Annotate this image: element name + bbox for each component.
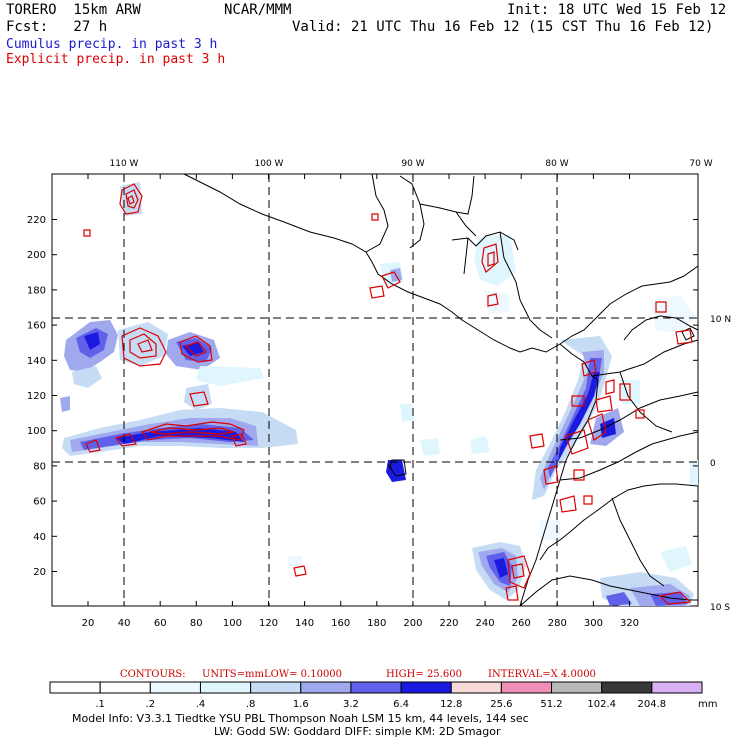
- forecast-hour: Fcst: 27 h: [6, 19, 108, 35]
- legend-explicit: Explicit precip. in past 3 h: [6, 52, 226, 67]
- x-tick-label: 220: [439, 618, 458, 629]
- lon-label: 100 W: [255, 159, 284, 169]
- x-tick-label: 120: [259, 618, 278, 629]
- x-tick-label: 60: [154, 618, 167, 629]
- valid-time: Valid: 21 UTC Thu 16 Feb 12 (15 CST Thu …: [292, 19, 714, 35]
- colorbar-segment: [551, 681, 603, 694]
- colorbar-label: 25.6: [490, 699, 512, 710]
- lon-label: 80 W: [545, 159, 568, 169]
- colorbar-label: 51.2: [540, 699, 562, 710]
- colorbar-segment: [601, 681, 653, 694]
- legend-cumulus: Cumulus precip. in past 3 h: [6, 37, 218, 52]
- colorbar-segment: [651, 681, 703, 694]
- colorbar-segment: [500, 681, 553, 694]
- x-tick-label: 20: [82, 618, 95, 629]
- x-tick-label: 200: [403, 618, 422, 629]
- colorbar-segment: [300, 681, 352, 694]
- colorbar-label: 204.8: [638, 699, 667, 710]
- x-tick-label: 280: [548, 618, 567, 629]
- colorbar-label: .1: [95, 699, 105, 710]
- contours-low: LOW= 0.10000: [264, 669, 342, 680]
- model-title: TORERO 15km ARW: [6, 2, 141, 18]
- y-tick-label: 200: [27, 250, 46, 261]
- lon-label: 110 W: [110, 159, 139, 169]
- colorbar-label: 12.8: [440, 699, 462, 710]
- y-tick-label: 140: [27, 356, 46, 367]
- x-tick-labels: 20 40 60 80 100 120 140 160 180 200 220 240 260 280 30…: [82, 174, 639, 629]
- x-tick-label: 100: [223, 618, 242, 629]
- x-tick-label: 40: [118, 618, 131, 629]
- y-tick-label: 180: [27, 285, 46, 296]
- colorbar-unit: mm: [698, 699, 717, 710]
- colorbar-segment: [400, 681, 452, 694]
- coastlines: [183, 173, 699, 607]
- colorbar-segment: [199, 681, 252, 694]
- contours-info: CONTOURS: UNITS=mm LOW= 0.10000 HIGH= 25…: [120, 669, 596, 680]
- colorbar-segment: [450, 681, 502, 694]
- y-tick-label: 40: [33, 532, 46, 543]
- x-tick-label: 320: [620, 618, 639, 629]
- lon-labels: 110 W 100 W 90 W 80 W 70 W: [110, 159, 713, 169]
- lat-labels: 10 N 0 10 S: [710, 315, 731, 613]
- x-tick-label: 240: [476, 618, 495, 629]
- colorbar-label: 6.4: [393, 699, 409, 710]
- colorbar-label: 3.2: [343, 699, 359, 710]
- x-tick-label: 80: [190, 618, 203, 629]
- lon-label: 70 W: [689, 159, 712, 169]
- footer-model-info: Model Info: V3.3.1 Tiedtke YSU PBL Thomp…: [72, 712, 529, 725]
- lat-label: 10 N: [710, 315, 731, 325]
- y-tick-labels: 20 40 60 80 100 120 140 160 180 200 220: [27, 215, 698, 578]
- x-tick-label: 180: [367, 618, 386, 629]
- footer-physics: LW: Godd SW: Goddard DIFF: simple KM: 2D…: [214, 725, 501, 738]
- colorbar-segment: [99, 681, 151, 694]
- x-tick-label: 140: [295, 618, 314, 629]
- y-tick-label: 80: [33, 461, 46, 472]
- colorbar-label: 102.4: [587, 699, 616, 710]
- colorbar-segment: [250, 681, 302, 694]
- colorbar-label: .2: [146, 699, 156, 710]
- x-tick-label: 300: [584, 618, 603, 629]
- contours-units: UNITS=mm: [202, 669, 265, 680]
- contours-interval: INTERVAL=X 4.0000: [488, 669, 596, 680]
- lat-label: 10 S: [710, 603, 730, 613]
- colorbar-labels: .1 .2 .4 .8 1.6 3.2 6.4 12.8 25.6 51.2 102.4 204.8: [95, 699, 666, 710]
- organization: NCAR/MMM: [224, 2, 292, 18]
- latlon-grid: [52, 174, 698, 606]
- y-tick-label: 60: [33, 497, 46, 508]
- y-tick-label: 220: [27, 215, 46, 226]
- lat-label: 0: [710, 459, 716, 469]
- colorbar-segment: [149, 681, 201, 694]
- colorbar-label: 1.6: [293, 699, 309, 710]
- lon-label: 90 W: [401, 159, 424, 169]
- y-tick-label: 160: [27, 321, 46, 332]
- colorbar-segment: [49, 681, 101, 694]
- x-tick-label: 160: [331, 618, 350, 629]
- y-tick-label: 20: [33, 567, 46, 578]
- y-tick-label: 120: [27, 391, 46, 402]
- contours-high: HIGH= 25.600: [386, 669, 462, 680]
- colorbar: [49, 681, 703, 694]
- y-tick-label: 100: [27, 426, 46, 437]
- contours-label: CONTOURS:: [120, 669, 186, 680]
- colorbar-label: .8: [246, 699, 256, 710]
- explicit-precip-contours: [83, 183, 693, 605]
- colorbar-segment: [350, 681, 402, 694]
- init-time: Init: 18 UTC Wed 15 Feb 12: [507, 2, 727, 18]
- x-tick-label: 260: [512, 618, 531, 629]
- colorbar-label: .4: [196, 699, 206, 710]
